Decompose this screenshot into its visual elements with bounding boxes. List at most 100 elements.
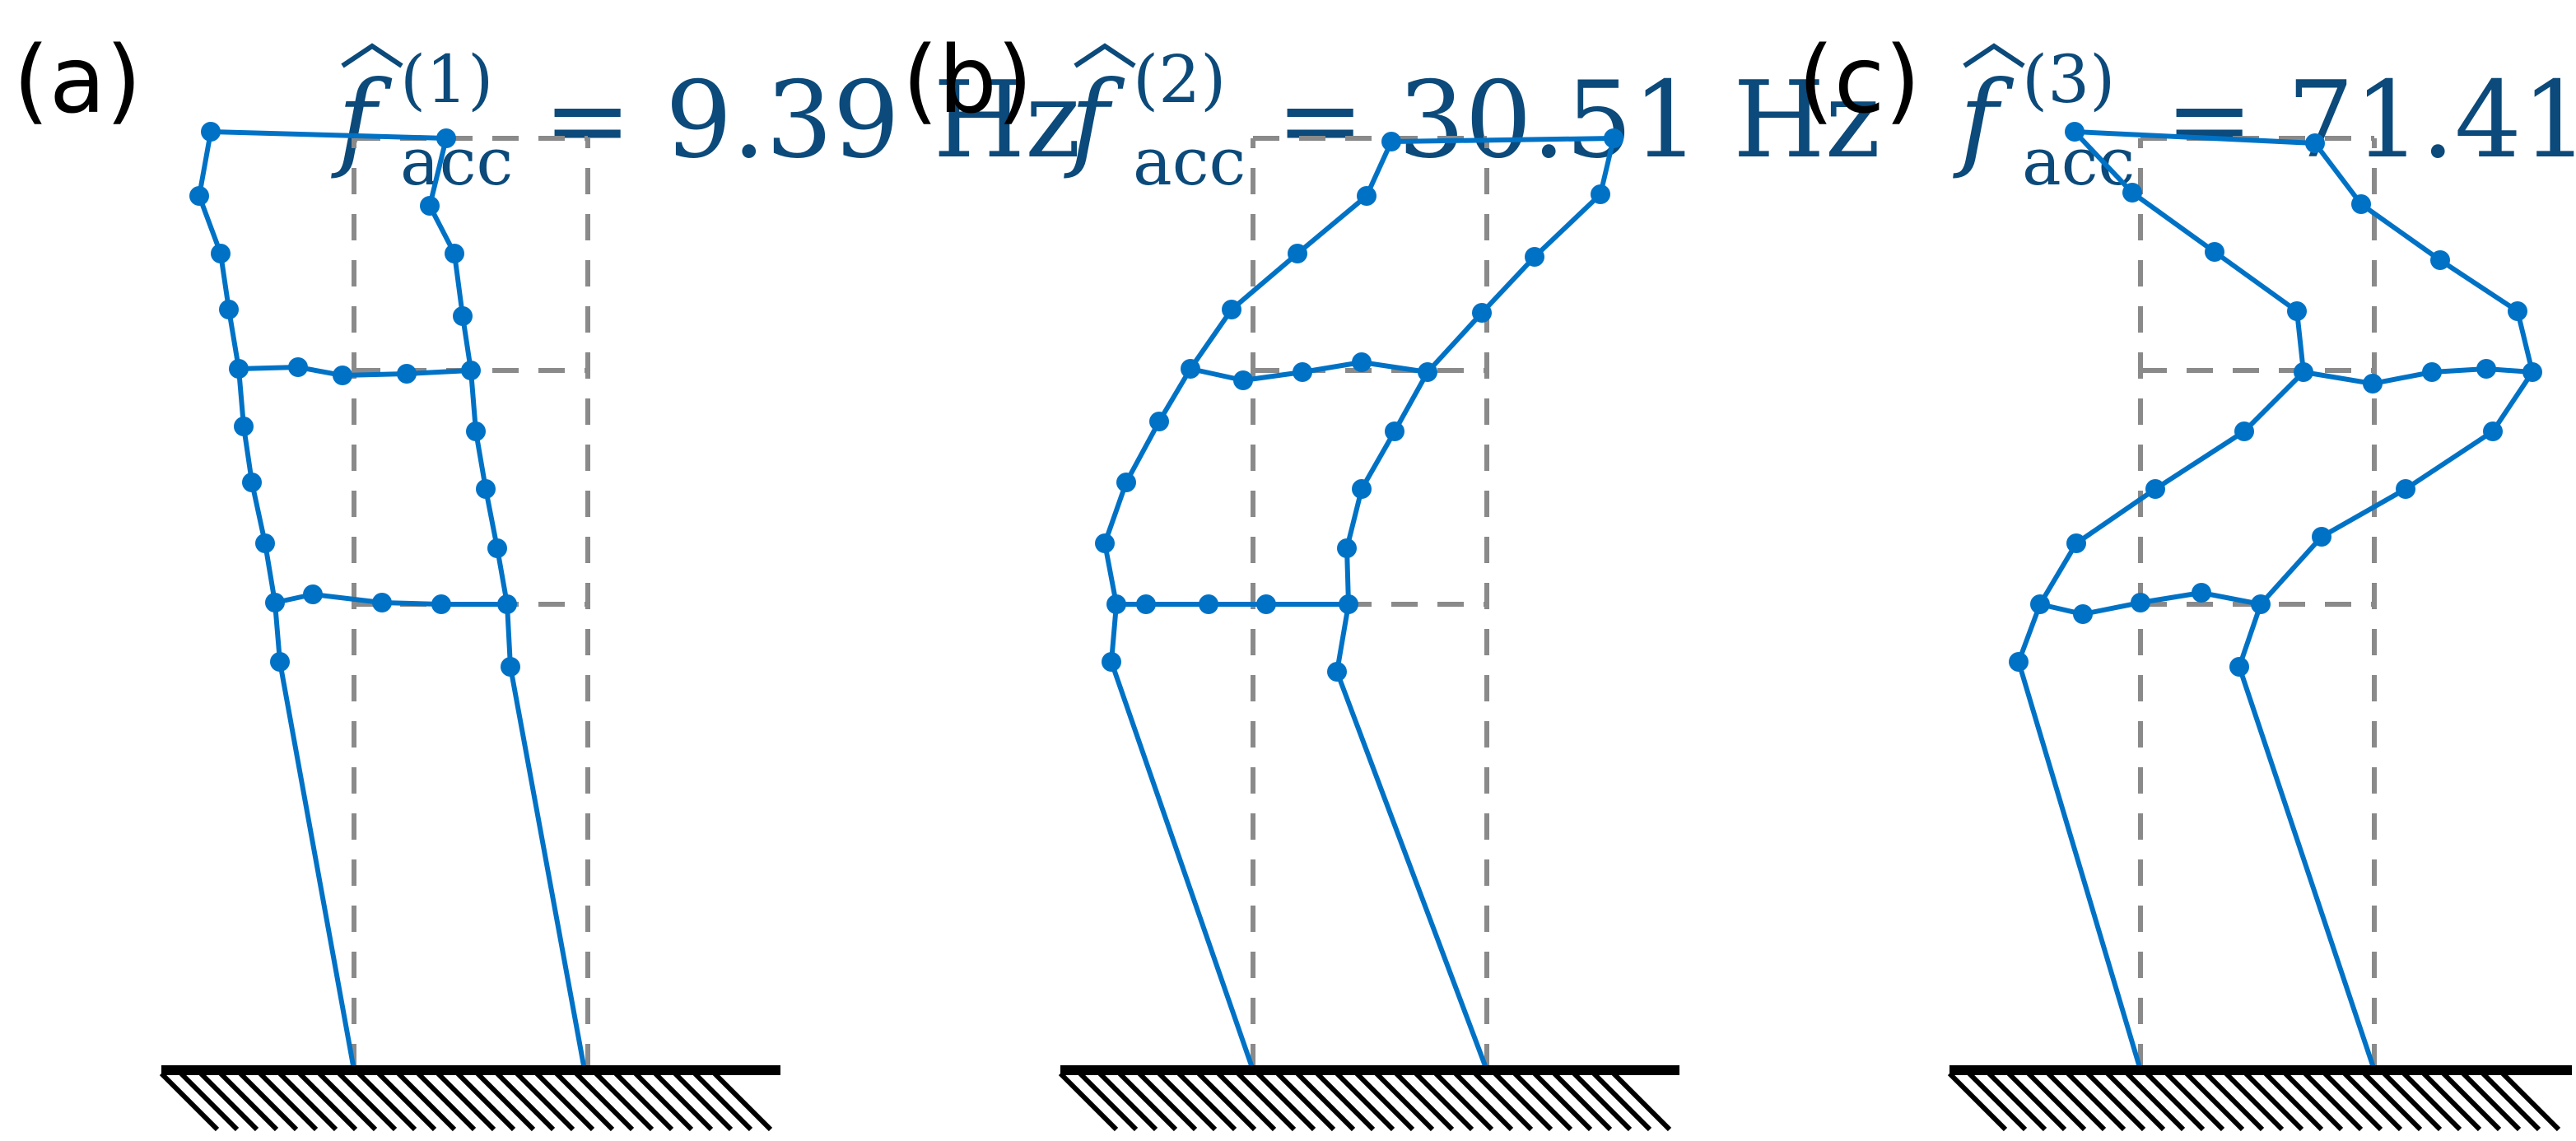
node bbox=[1352, 352, 1372, 372]
panel-a-ground bbox=[159, 1065, 780, 1132]
node bbox=[1327, 662, 1347, 682]
ground-hatch bbox=[1196, 1071, 1257, 1132]
node bbox=[2131, 593, 2150, 612]
node bbox=[265, 593, 285, 612]
panel-a-nodes bbox=[189, 122, 520, 677]
node bbox=[201, 122, 221, 142]
panel-c-title: f (3) acc = 71.41 Hz bbox=[1953, 41, 2576, 200]
node bbox=[501, 657, 520, 677]
ground-hatch bbox=[2105, 1071, 2166, 1132]
panel-c-title-value: = 71.41 Hz bbox=[2165, 59, 2576, 182]
ground-hatch bbox=[2322, 1071, 2383, 1132]
panel-c-ground bbox=[1947, 1065, 2572, 1132]
ground-hatch bbox=[1374, 1071, 1435, 1132]
node bbox=[1293, 362, 1312, 382]
ground-hatch bbox=[515, 1071, 575, 1132]
node bbox=[2065, 122, 2085, 142]
node bbox=[2030, 594, 2050, 614]
ground-hatch bbox=[376, 1071, 437, 1132]
ground-hatch bbox=[1394, 1071, 1455, 1132]
ground-hatch bbox=[1176, 1071, 1237, 1132]
node bbox=[466, 421, 486, 441]
node bbox=[234, 417, 254, 436]
ground-hatch bbox=[1255, 1071, 1316, 1132]
ground-hatch bbox=[2184, 1071, 2245, 1132]
ground-hatch bbox=[455, 1071, 516, 1132]
panel-b-nodes bbox=[1095, 128, 1623, 682]
node bbox=[1604, 128, 1623, 148]
node bbox=[255, 533, 275, 553]
ground-hatch bbox=[1414, 1071, 1474, 1132]
ground-hatch bbox=[2481, 1071, 2541, 1132]
ground-hatch bbox=[1275, 1071, 1336, 1132]
ground-hatch bbox=[2243, 1071, 2304, 1132]
ground-hatch bbox=[2461, 1071, 2522, 1132]
ground-hatch bbox=[2125, 1071, 2186, 1132]
ground-hatch bbox=[1216, 1071, 1277, 1132]
node bbox=[461, 361, 481, 380]
node bbox=[2476, 359, 2496, 379]
ground-hatch bbox=[1295, 1071, 1356, 1132]
ground-hatch bbox=[2026, 1071, 2087, 1132]
node bbox=[2483, 421, 2503, 441]
node bbox=[1525, 247, 1544, 267]
ground-hatch bbox=[297, 1071, 358, 1132]
ground-hatch bbox=[277, 1071, 338, 1132]
ground-hatch bbox=[1987, 1071, 2047, 1132]
ground-hatch bbox=[1236, 1071, 1297, 1132]
node bbox=[229, 359, 249, 379]
node bbox=[445, 244, 464, 263]
node bbox=[211, 244, 231, 263]
node bbox=[2351, 194, 2371, 214]
node bbox=[1352, 479, 1372, 499]
ground-hatch bbox=[1493, 1071, 1554, 1132]
node bbox=[242, 473, 262, 492]
ground-hatch bbox=[1157, 1071, 1218, 1132]
panel-b-title-symbol: f bbox=[1064, 59, 1125, 182]
panel-a-title-hat bbox=[341, 43, 403, 68]
node bbox=[487, 538, 507, 558]
ground-hatch bbox=[1967, 1071, 2028, 1132]
ground-hatch bbox=[554, 1071, 615, 1132]
ground-hatch bbox=[337, 1071, 398, 1132]
panel-a-title-symbol: f bbox=[331, 59, 393, 182]
ground-hatch bbox=[356, 1071, 417, 1132]
ground-hatch bbox=[436, 1071, 496, 1132]
ground-hatch bbox=[594, 1071, 654, 1132]
ground-hatch bbox=[1453, 1071, 1514, 1132]
panel-b-label: (b) bbox=[902, 27, 1032, 134]
ground-hatch bbox=[475, 1071, 536, 1132]
panel-a-label: (a) bbox=[13, 27, 142, 134]
node bbox=[1102, 652, 1121, 672]
panel-c-title-mode: (3) bbox=[2022, 41, 2115, 118]
panel-c-label: (c) bbox=[1798, 27, 1921, 134]
node bbox=[1181, 359, 1200, 379]
panel-a-title-value: = 9.39 Hz bbox=[543, 59, 1081, 182]
panel-b-title-subscript: acc bbox=[1133, 123, 1246, 200]
ground-hatch bbox=[633, 1071, 694, 1132]
ground-hatch bbox=[1552, 1071, 1613, 1132]
node bbox=[288, 357, 308, 377]
node bbox=[2145, 479, 2165, 499]
ground-hatch bbox=[1512, 1071, 1573, 1132]
node bbox=[189, 186, 209, 206]
ground-hatch bbox=[2500, 1071, 2561, 1132]
ground-hatch bbox=[1078, 1071, 1139, 1132]
panel-b-title-hat bbox=[1074, 43, 1136, 68]
ground-hatch bbox=[2342, 1071, 2403, 1132]
ground-hatch bbox=[2263, 1071, 2324, 1132]
ground-hatch bbox=[2382, 1071, 2443, 1132]
ground-hatch bbox=[1058, 1071, 1119, 1132]
panel-b-deformed-frame bbox=[1095, 128, 1623, 1072]
ground-hatch bbox=[1947, 1071, 2008, 1132]
node bbox=[1339, 594, 1358, 614]
ground-hatch bbox=[2006, 1071, 2067, 1132]
node bbox=[1116, 473, 1136, 492]
ground-hatch bbox=[179, 1071, 240, 1132]
node bbox=[2522, 362, 2542, 382]
panel-a-title-subscript: acc bbox=[400, 123, 513, 200]
ground-hatch bbox=[396, 1071, 457, 1132]
ground-hatch bbox=[613, 1071, 674, 1132]
node bbox=[1337, 538, 1357, 558]
